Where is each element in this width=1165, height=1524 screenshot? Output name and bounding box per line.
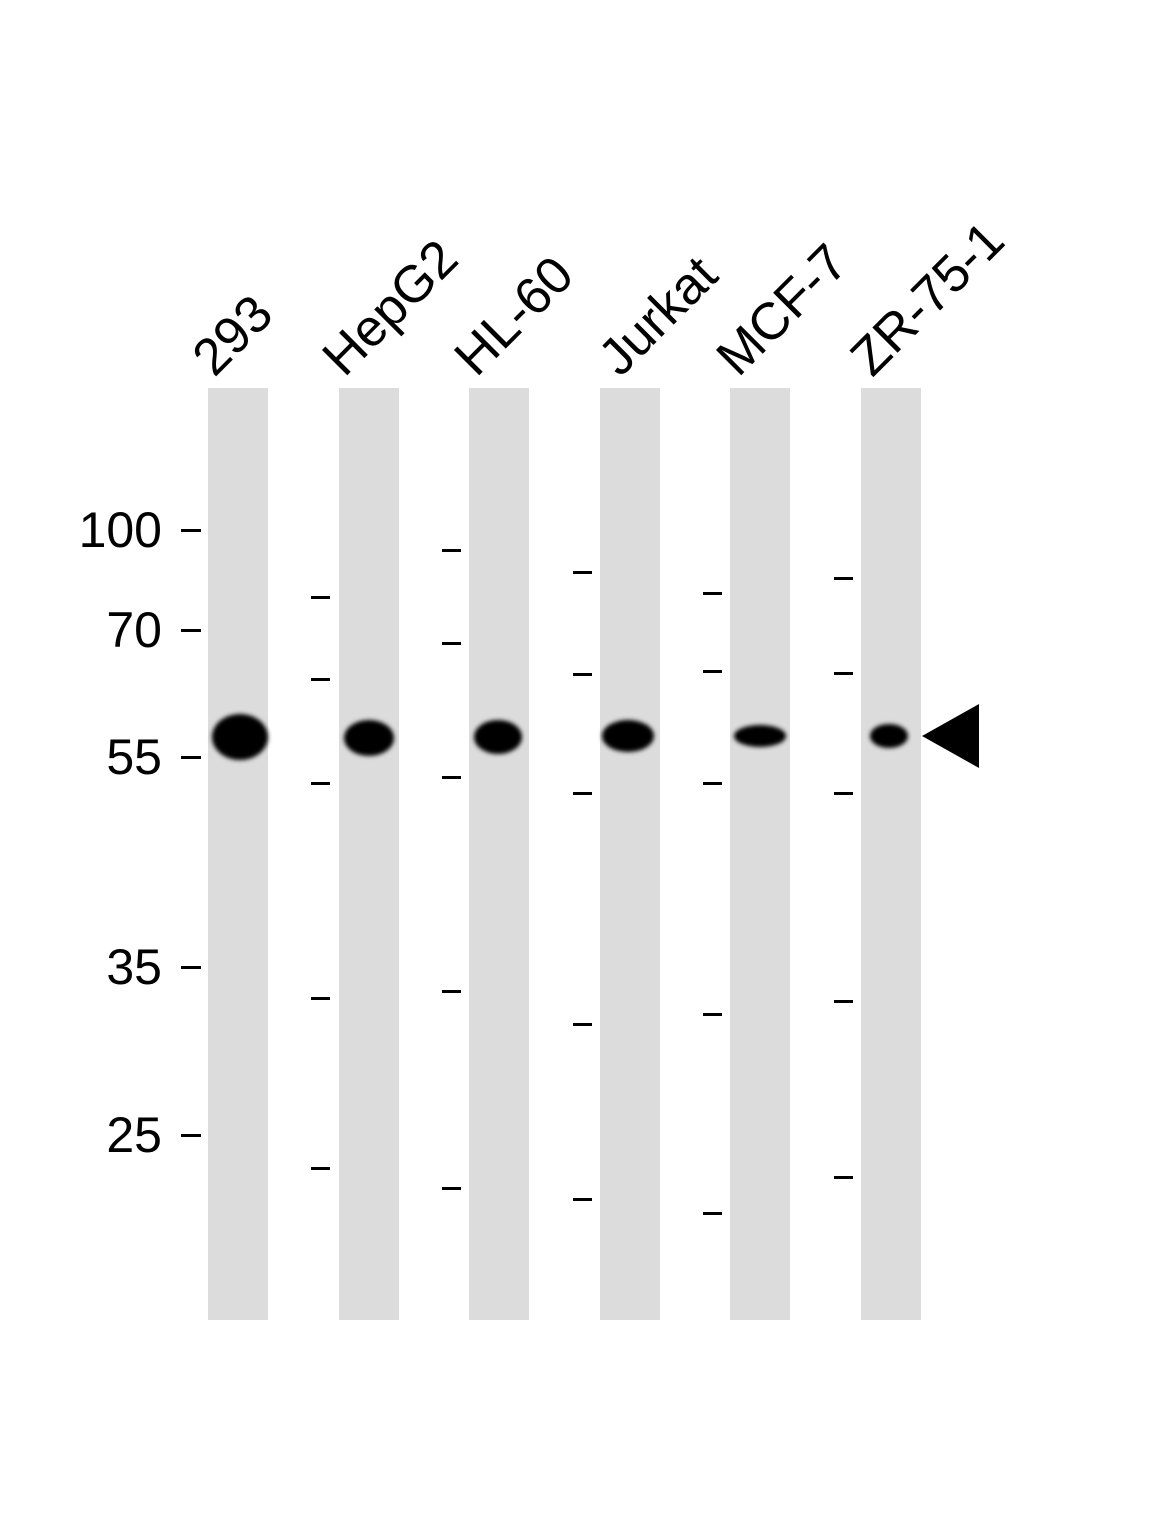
marker-tick: [311, 997, 330, 1000]
band: [734, 725, 786, 747]
band: [474, 720, 522, 754]
marker-tick: [703, 592, 722, 595]
marker-tick: [573, 792, 592, 795]
band: [212, 714, 268, 760]
marker-tick: [703, 1212, 722, 1215]
mw-tick: [181, 756, 201, 759]
lane-1: [208, 388, 268, 1320]
marker-tick: [442, 642, 461, 645]
lane-6: [861, 388, 921, 1320]
marker-tick: [311, 596, 330, 599]
band: [344, 720, 394, 756]
marker-tick: [573, 571, 592, 574]
marker-tick: [573, 1198, 592, 1201]
marker-tick: [703, 670, 722, 673]
marker-tick: [703, 782, 722, 785]
marker-tick: [834, 1000, 853, 1003]
band: [870, 724, 908, 748]
lane-2: [339, 388, 399, 1320]
marker-tick: [703, 1013, 722, 1016]
marker-tick: [834, 1176, 853, 1179]
marker-tick: [834, 792, 853, 795]
marker-tick: [442, 1187, 461, 1190]
marker-tick: [442, 549, 461, 552]
marker-tick: [311, 678, 330, 681]
mw-tick: [181, 529, 201, 532]
marker-tick: [573, 673, 592, 676]
mw-label: 100: [78, 502, 162, 558]
mw-tick: [181, 629, 201, 632]
mw-label: 70: [106, 602, 162, 658]
marker-tick: [311, 1167, 330, 1170]
mw-tick: [181, 966, 201, 969]
mw-label: 25: [106, 1107, 162, 1163]
lane-4: [600, 388, 660, 1320]
lane-5: [730, 388, 790, 1320]
mw-label: 55: [106, 729, 162, 785]
marker-tick: [834, 672, 853, 675]
marker-tick: [442, 990, 461, 993]
band: [602, 720, 654, 752]
mw-label: 35: [106, 939, 162, 995]
lane-3: [469, 388, 529, 1320]
mw-tick: [181, 1134, 201, 1137]
marker-tick: [311, 782, 330, 785]
marker-tick: [834, 577, 853, 580]
marker-tick: [573, 1023, 592, 1026]
marker-tick: [442, 776, 461, 779]
